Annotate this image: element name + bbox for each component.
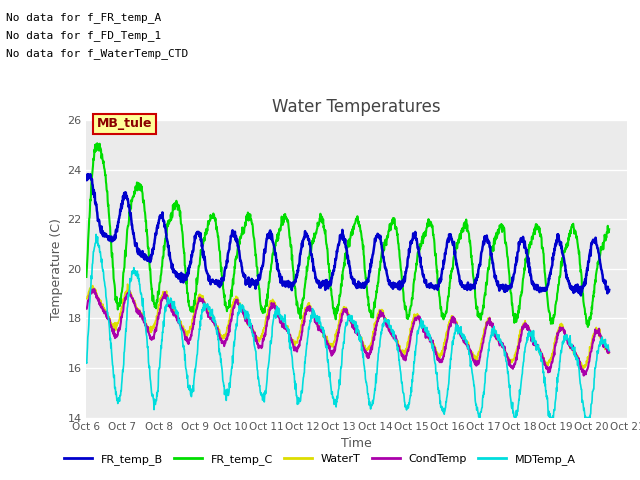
CondTemp <box>145 329 152 335</box>
MDTemp_A <box>145 359 152 365</box>
FR_temp_C <box>145 245 152 251</box>
FR_temp_B <box>145 257 152 263</box>
WaterT <box>145 326 152 332</box>
Line: CondTemp: CondTemp <box>86 289 609 375</box>
Line: FR_temp_B: FR_temp_B <box>86 174 609 295</box>
FR_temp_B <box>86 171 94 177</box>
WaterT <box>325 342 333 348</box>
MDTemp_A <box>380 318 388 324</box>
CondTemp <box>325 344 333 349</box>
FR_temp_C <box>93 140 101 146</box>
WaterT <box>305 300 312 306</box>
WaterT <box>124 281 131 287</box>
FR_temp_B <box>380 259 388 265</box>
FR_temp_C <box>305 254 312 260</box>
FR_temp_C <box>325 261 333 267</box>
CondTemp <box>90 286 98 292</box>
Line: WaterT: WaterT <box>86 284 609 368</box>
WaterT <box>580 365 588 371</box>
MDTemp_A <box>316 314 323 320</box>
FR_temp_B <box>124 196 131 202</box>
CondTemp <box>316 324 323 330</box>
FR_temp_B <box>577 292 585 298</box>
Title: Water Temperatures: Water Temperatures <box>273 97 441 116</box>
CondTemp <box>83 306 90 312</box>
FR_temp_B <box>305 236 312 242</box>
MDTemp_A <box>83 360 90 365</box>
WaterT <box>380 313 388 319</box>
CondTemp <box>580 372 588 378</box>
Line: MDTemp_A: MDTemp_A <box>86 234 609 418</box>
FR_temp_C <box>584 324 592 330</box>
MDTemp_A <box>325 368 333 373</box>
FR_temp_C <box>124 227 131 233</box>
CondTemp <box>124 293 131 299</box>
FR_temp_B <box>605 287 613 293</box>
CondTemp <box>380 316 388 322</box>
WaterT <box>316 325 323 331</box>
Text: MB_tule: MB_tule <box>97 118 153 131</box>
MDTemp_A <box>305 325 312 331</box>
Line: FR_temp_C: FR_temp_C <box>86 143 609 327</box>
FR_temp_B <box>316 285 323 290</box>
MDTemp_A <box>476 415 484 420</box>
CondTemp <box>605 349 613 355</box>
WaterT <box>605 350 613 356</box>
CondTemp <box>305 305 312 311</box>
FR_temp_B <box>325 279 333 285</box>
FR_temp_C <box>316 219 323 225</box>
Legend: FR_temp_B, FR_temp_C, WaterT, CondTemp, MDTemp_A: FR_temp_B, FR_temp_C, WaterT, CondTemp, … <box>60 450 580 469</box>
Y-axis label: Temperature (C): Temperature (C) <box>50 218 63 320</box>
WaterT <box>83 296 90 301</box>
MDTemp_A <box>92 231 100 237</box>
FR_temp_C <box>83 274 90 280</box>
FR_temp_B <box>83 176 90 182</box>
Text: No data for f_FR_temp_A: No data for f_FR_temp_A <box>6 12 162 23</box>
FR_temp_C <box>605 227 613 232</box>
FR_temp_C <box>380 247 388 252</box>
X-axis label: Time: Time <box>341 437 372 450</box>
MDTemp_A <box>605 348 613 353</box>
MDTemp_A <box>124 305 131 311</box>
WaterT <box>123 289 131 295</box>
Text: No data for f_WaterTemp_CTD: No data for f_WaterTemp_CTD <box>6 48 189 60</box>
Text: No data for f_FD_Temp_1: No data for f_FD_Temp_1 <box>6 30 162 41</box>
